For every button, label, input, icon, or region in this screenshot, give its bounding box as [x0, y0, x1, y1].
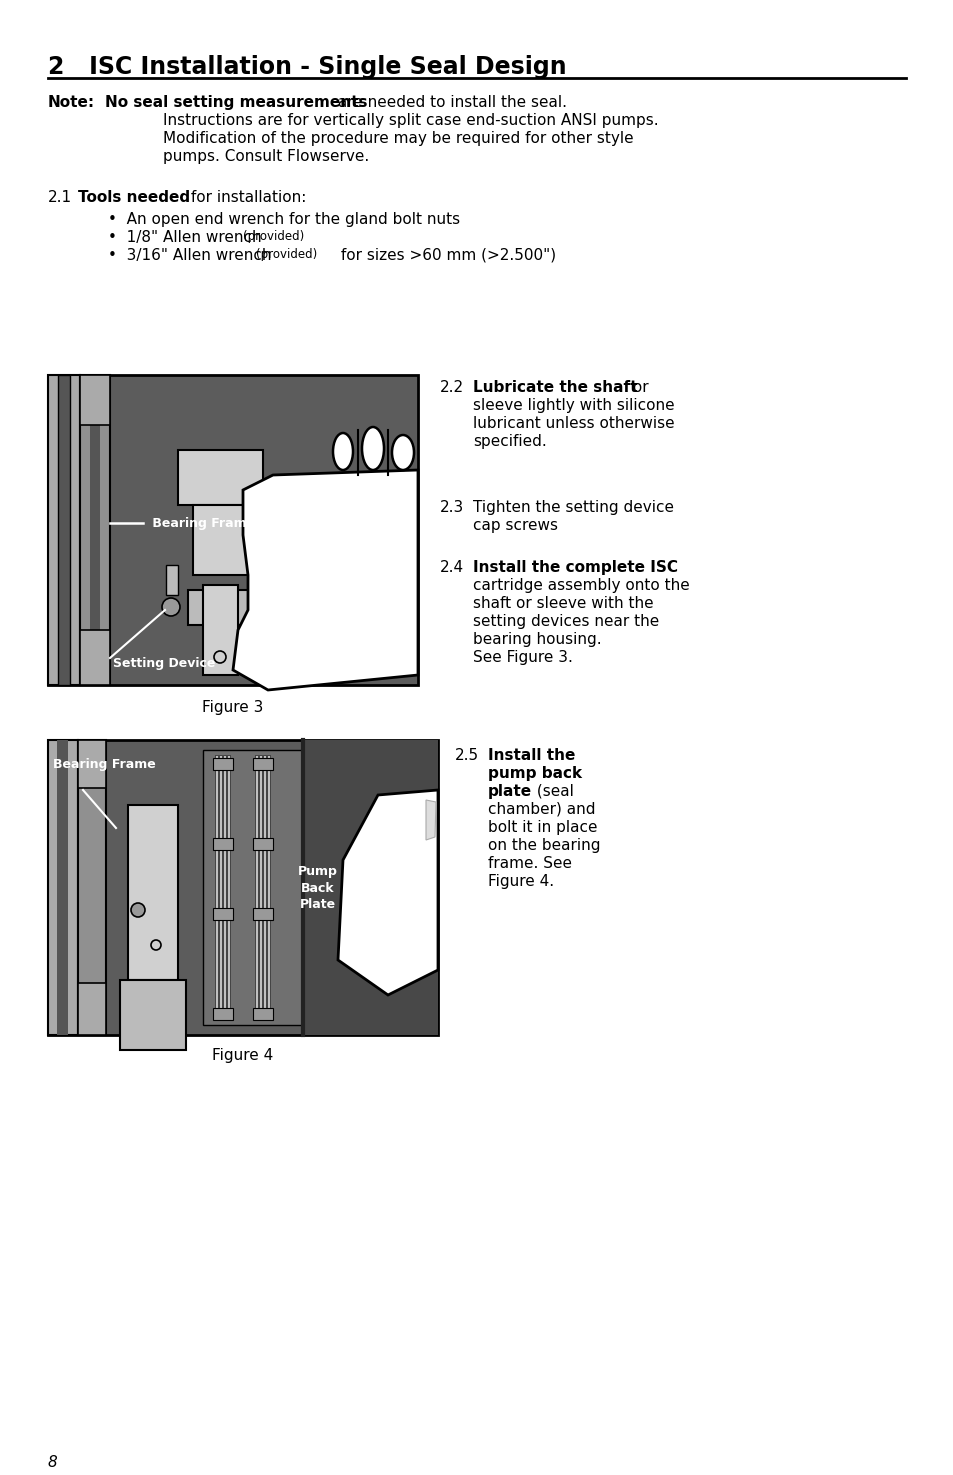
Circle shape	[131, 903, 145, 917]
Bar	[128, 805, 178, 979]
Bar	[223, 755, 226, 1021]
Circle shape	[162, 597, 180, 617]
Text: frame. See: frame. See	[488, 855, 572, 872]
Text: 2.1: 2.1	[48, 190, 72, 205]
Text: Figure 3: Figure 3	[202, 701, 263, 715]
Text: for installation:: for installation:	[186, 190, 306, 205]
Bar	[48, 375, 80, 684]
Bar	[78, 982, 106, 1035]
Text: Figure 4: Figure 4	[213, 1049, 274, 1063]
Text: Install the: Install the	[488, 748, 575, 763]
Text: 2   ISC Installation - Single Seal Design: 2 ISC Installation - Single Seal Design	[48, 55, 566, 80]
Bar	[188, 590, 253, 625]
Ellipse shape	[333, 434, 353, 471]
Text: Figure 4.: Figure 4.	[488, 875, 554, 889]
Bar	[178, 450, 263, 504]
Text: for sizes >60 mm (>2.500"): for sizes >60 mm (>2.500")	[335, 248, 556, 263]
Bar	[259, 755, 262, 1021]
Text: Tighten the setting device: Tighten the setting device	[473, 500, 673, 515]
Ellipse shape	[361, 426, 384, 471]
Text: Bearing Frame: Bearing Frame	[148, 516, 254, 530]
Bar	[215, 755, 218, 1021]
Bar	[203, 586, 237, 676]
Bar	[213, 1007, 233, 1021]
Bar	[255, 755, 258, 1021]
Text: shaft or sleeve with the: shaft or sleeve with the	[473, 596, 653, 611]
Text: specified.: specified.	[473, 434, 546, 448]
Text: cartridge assembly onto the: cartridge assembly onto the	[473, 578, 689, 593]
Text: Instructions are for vertically split case end-suction ANSI pumps.: Instructions are for vertically split ca…	[163, 114, 658, 128]
Text: pumps. Consult Flowserve.: pumps. Consult Flowserve.	[163, 149, 369, 164]
Text: setting devices near the: setting devices near the	[473, 614, 659, 628]
Text: 2.2: 2.2	[439, 381, 464, 395]
Bar	[303, 740, 437, 1035]
Ellipse shape	[392, 435, 414, 471]
Bar	[219, 755, 222, 1021]
Polygon shape	[337, 791, 437, 996]
Text: No seal setting measurements: No seal setting measurements	[105, 94, 367, 111]
Text: sleeve lightly with silicone: sleeve lightly with silicone	[473, 398, 674, 413]
Bar	[80, 375, 110, 684]
Text: Setting Device: Setting Device	[112, 656, 215, 670]
Bar	[267, 755, 271, 1021]
Bar	[166, 565, 178, 594]
Text: Install the complete ISC: Install the complete ISC	[473, 560, 678, 575]
Text: lubricant unless otherwise: lubricant unless otherwise	[473, 416, 674, 431]
Bar	[78, 740, 106, 788]
Text: 2.4: 2.4	[439, 560, 464, 575]
Bar	[58, 375, 70, 684]
Text: Lubricate the shaft: Lubricate the shaft	[473, 381, 637, 395]
Text: or: or	[627, 381, 648, 395]
Bar	[203, 749, 303, 1025]
Text: pump back: pump back	[488, 766, 581, 780]
Text: (seal: (seal	[532, 785, 574, 799]
Bar	[57, 740, 68, 1035]
Text: •  An open end wrench for the gland bolt nuts: • An open end wrench for the gland bolt …	[108, 212, 459, 227]
Text: •  1/8" Allen wrench: • 1/8" Allen wrench	[108, 230, 266, 245]
Text: Note:: Note:	[48, 94, 95, 111]
Text: cap screws: cap screws	[473, 518, 558, 532]
Bar	[80, 375, 110, 425]
Bar	[48, 375, 417, 684]
Bar	[213, 909, 233, 920]
Polygon shape	[233, 471, 417, 690]
Text: 2.3: 2.3	[439, 500, 464, 515]
Bar	[253, 1007, 273, 1021]
Bar	[213, 758, 233, 770]
Text: See Figure 3.: See Figure 3.	[473, 650, 572, 665]
Text: Tools needed: Tools needed	[78, 190, 190, 205]
Bar	[253, 758, 273, 770]
Bar	[120, 979, 186, 1050]
Text: bearing housing.: bearing housing.	[473, 631, 601, 648]
Bar	[253, 909, 273, 920]
Bar	[48, 740, 78, 1035]
Bar	[78, 740, 106, 1035]
Text: •  3/16" Allen wrench: • 3/16" Allen wrench	[108, 248, 276, 263]
Text: Bearing Frame: Bearing Frame	[53, 758, 155, 771]
Bar	[253, 838, 273, 850]
Bar	[227, 755, 231, 1021]
Polygon shape	[426, 799, 436, 839]
Bar	[213, 838, 233, 850]
Bar	[80, 630, 110, 684]
Text: Modification of the procedure may be required for other style: Modification of the procedure may be req…	[163, 131, 633, 146]
Text: Pump
Back
Plate: Pump Back Plate	[297, 864, 337, 912]
Bar	[193, 504, 248, 575]
Text: (provided): (provided)	[255, 248, 317, 261]
Text: (provided): (provided)	[243, 230, 304, 243]
Bar	[48, 740, 437, 1035]
Text: plate: plate	[488, 785, 532, 799]
Text: chamber) and: chamber) and	[488, 802, 595, 817]
Bar	[90, 410, 100, 665]
Text: 8: 8	[48, 1454, 58, 1471]
Text: bolt it in place: bolt it in place	[488, 820, 597, 835]
Text: 2.5: 2.5	[455, 748, 478, 763]
Text: are needed to install the seal.: are needed to install the seal.	[333, 94, 566, 111]
Bar	[263, 755, 266, 1021]
Text: on the bearing: on the bearing	[488, 838, 599, 853]
